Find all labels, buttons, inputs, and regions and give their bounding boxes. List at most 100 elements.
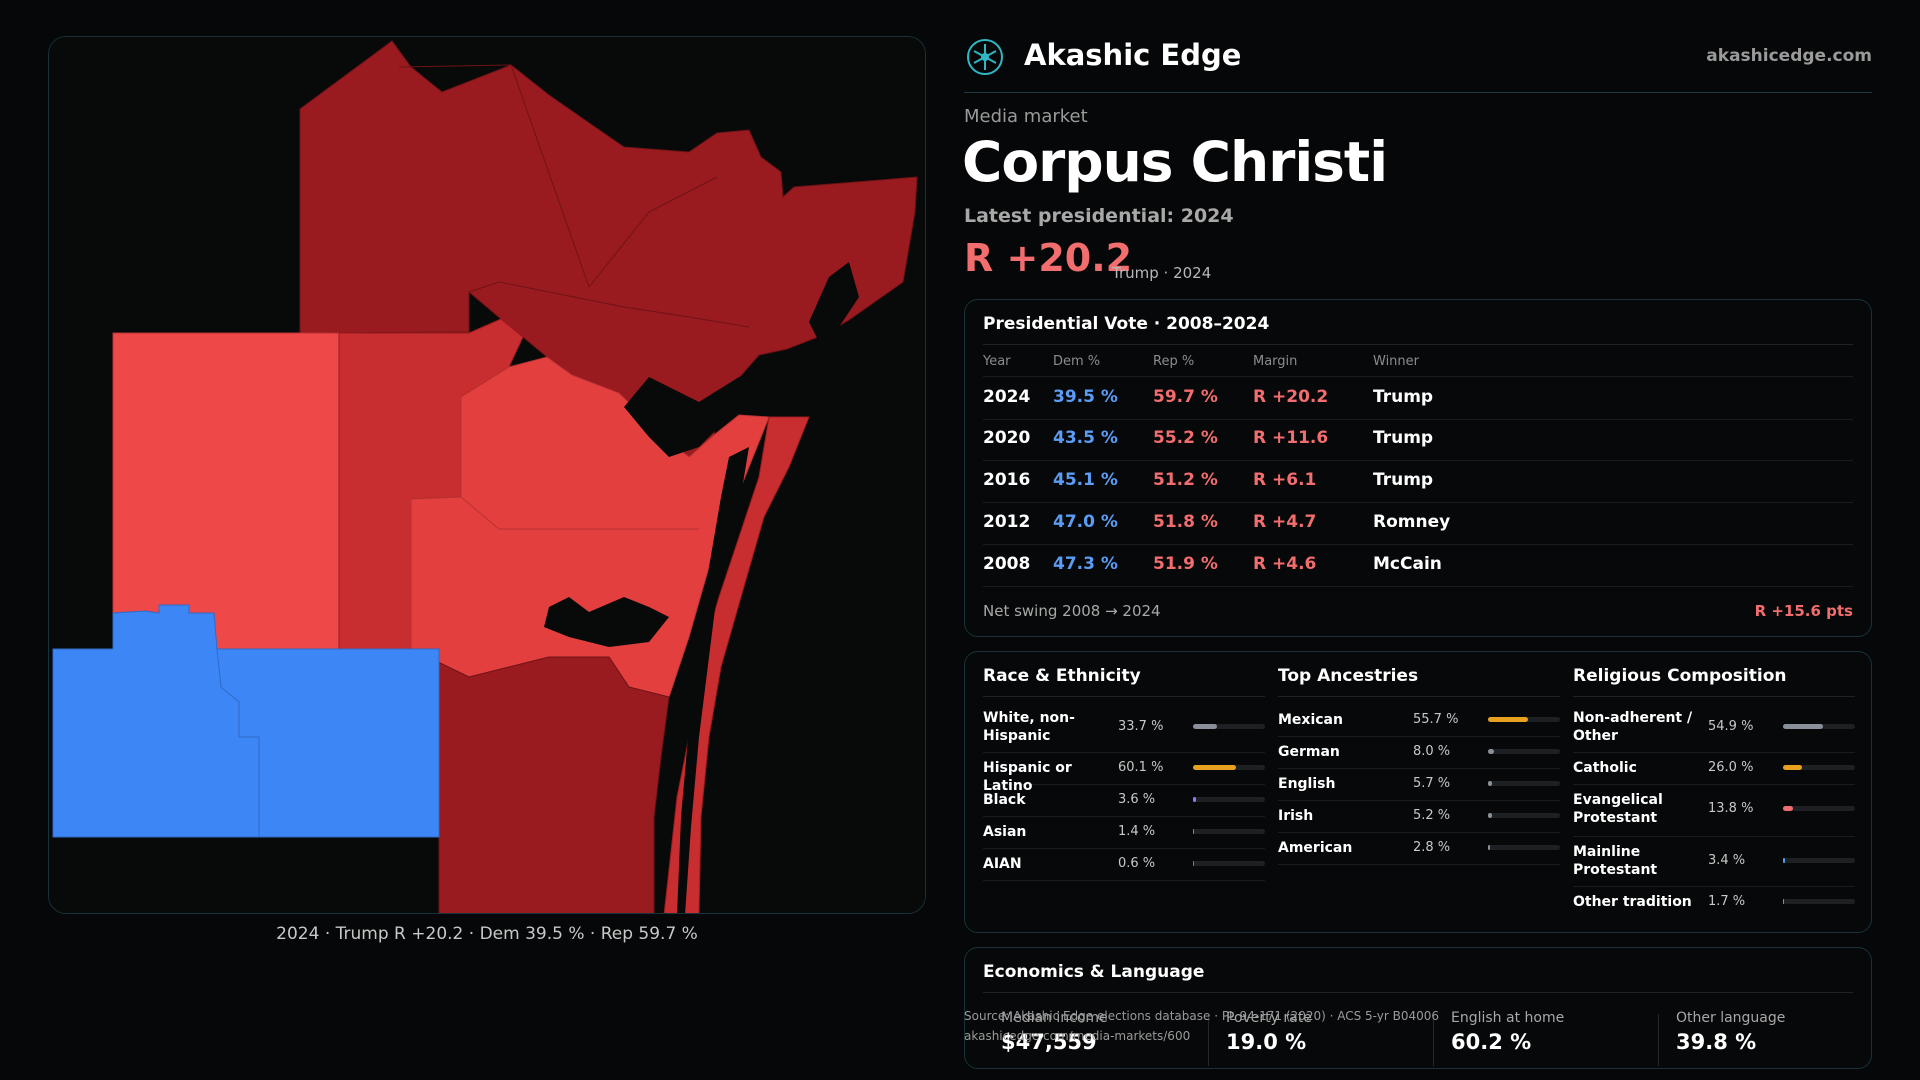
item-bar-fill — [1488, 845, 1491, 850]
stat-english-at-home: English at home 60.2 % — [1433, 1006, 1638, 1066]
table-row[interactable]: 2008 47.3 % 51.9 % R +4.6 McCain — [983, 544, 1853, 587]
race-column: Race & Ethnicity White, non-Hispanic 33.… — [983, 652, 1265, 932]
site-link[interactable]: akashicedge.com — [1706, 46, 1872, 66]
item-bar — [1193, 797, 1265, 802]
table-row[interactable]: 2024 39.5 % 59.7 % R +20.2 Trump — [983, 376, 1853, 420]
brand-name[interactable]: Akashic Edge — [1024, 38, 1242, 72]
row-dem: 47.3 % — [1053, 554, 1118, 574]
col-rep-header: Rep % — [1153, 354, 1195, 369]
divider — [983, 696, 1265, 697]
divider — [1278, 696, 1560, 697]
stat-median-income: Median income $47,559 — [983, 1006, 1188, 1066]
col-year-header: Year — [983, 354, 1011, 369]
latest-presidential-label: Latest presidential: 2024 — [964, 205, 1234, 227]
item-bar — [1783, 899, 1855, 904]
item-bar — [1193, 765, 1265, 770]
table-row[interactable]: 2016 45.1 % 51.2 % R +6.1 Trump — [983, 460, 1853, 503]
stat-label: English at home — [1451, 1010, 1565, 1026]
barrier-island[interactable] — [663, 416, 810, 914]
item-bar-fill — [1488, 749, 1494, 754]
county-north[interactable] — [299, 40, 918, 458]
bay-north — [624, 367, 769, 457]
list-item: Mainline Protestant 3.4 % — [1573, 836, 1855, 887]
religion-title: Religious Composition — [1573, 666, 1787, 686]
row-dem: 47.0 % — [1053, 512, 1118, 532]
item-bar-fill — [1488, 781, 1493, 786]
item-bar — [1193, 829, 1265, 834]
latest-margin: R +20.2 — [964, 236, 1133, 280]
source-link[interactable]: akashicedge.com/media-markets/600 — [964, 1029, 1191, 1043]
row-year: 2012 — [983, 512, 1031, 532]
bay-inlet — [677, 447, 749, 913]
economics-card: Economics & Language Median income $47,5… — [964, 947, 1872, 1069]
item-bar-fill — [1783, 724, 1823, 729]
item-bar — [1783, 806, 1855, 811]
row-dem: 45.1 % — [1053, 470, 1118, 490]
row-rep: 59.7 % — [1153, 387, 1218, 407]
list-item: White, non-Hispanic 33.7 % — [983, 704, 1265, 753]
item-label: White, non-Hispanic — [983, 710, 1075, 744]
akashic-logo-icon[interactable] — [966, 38, 1004, 76]
item-label: American — [1278, 840, 1353, 856]
county-northeast-line — [588, 176, 718, 288]
item-label: Irish — [1278, 808, 1314, 824]
item-label: Hispanic or Latino — [983, 760, 1072, 794]
row-dem: 43.5 % — [1053, 428, 1118, 448]
item-value: 5.2 % — [1413, 808, 1451, 823]
county-southwest-blue[interactable] — [52, 604, 440, 838]
item-bar-fill — [1193, 797, 1196, 802]
stat-poverty-rate: Poverty rate 19.0 % — [1208, 1006, 1413, 1066]
row-margin: R +20.2 — [1253, 387, 1329, 407]
item-bar — [1783, 724, 1855, 729]
item-label: AIAN — [983, 856, 1022, 872]
item-value: 3.6 % — [1118, 792, 1156, 807]
stat-label: Other language — [1676, 1010, 1786, 1026]
county-northwest-line — [398, 64, 590, 288]
source-line: Source: Akashic Edge elections database … — [964, 1009, 1440, 1023]
presidential-vote-card: Presidential Vote · 2008–2024 Year Dem %… — [964, 299, 1872, 637]
row-winner: Trump — [1373, 428, 1434, 448]
item-bar — [1193, 724, 1265, 729]
net-swing-label: Net swing 2008 → 2024 — [983, 602, 1161, 620]
divider — [1208, 1014, 1209, 1066]
stat-value: 19.0 % — [1226, 1030, 1307, 1054]
row-winner: McCain — [1373, 554, 1442, 574]
item-bar — [1783, 765, 1855, 770]
item-value: 0.6 % — [1118, 856, 1156, 871]
item-bar — [1488, 749, 1560, 754]
county-south[interactable] — [410, 648, 670, 914]
table-row[interactable]: 2020 43.5 % 55.2 % R +11.6 Trump — [983, 418, 1853, 461]
list-item: Catholic 26.0 % — [1573, 752, 1855, 785]
row-dem: 39.5 % — [1053, 387, 1118, 407]
item-value: 2.8 % — [1413, 840, 1451, 855]
item-bar-fill — [1783, 899, 1785, 904]
item-bar-fill — [1488, 717, 1529, 722]
county-west[interactable] — [112, 332, 340, 650]
item-bar-fill — [1488, 813, 1492, 818]
item-value: 1.4 % — [1118, 824, 1156, 839]
col-winner-header: Winner — [1373, 354, 1420, 369]
table-row[interactable]: 2012 47.0 % 51.8 % R +4.7 Romney — [983, 502, 1853, 545]
item-bar-fill — [1783, 806, 1793, 811]
list-item: American 2.8 % — [1278, 832, 1560, 865]
stat-value: 39.8 % — [1676, 1030, 1757, 1054]
stat-value: $47,559 — [1001, 1030, 1097, 1054]
list-item: Evangelical Protestant 13.8 % — [1573, 784, 1855, 837]
divider — [983, 992, 1853, 993]
religion-column: Religious Composition Non-adherent / Oth… — [1573, 652, 1855, 932]
row-winner: Trump — [1373, 387, 1434, 407]
row-margin: R +4.7 — [1253, 512, 1317, 532]
list-item: Mexican 55.7 % — [1278, 704, 1560, 737]
bay-northeast — [809, 262, 859, 342]
item-bar-fill — [1193, 829, 1195, 834]
item-value: 3.4 % — [1708, 853, 1746, 868]
item-bar — [1488, 845, 1560, 850]
list-item: Hispanic or Latino 60.1 % — [983, 752, 1265, 794]
stat-label: Poverty rate — [1226, 1010, 1312, 1026]
item-bar — [1488, 717, 1560, 722]
divider — [983, 344, 1853, 345]
row-margin: R +4.6 — [1253, 554, 1317, 574]
item-value: 33.7 % — [1118, 719, 1164, 734]
divider — [1573, 696, 1855, 697]
item-bar — [1488, 781, 1560, 786]
